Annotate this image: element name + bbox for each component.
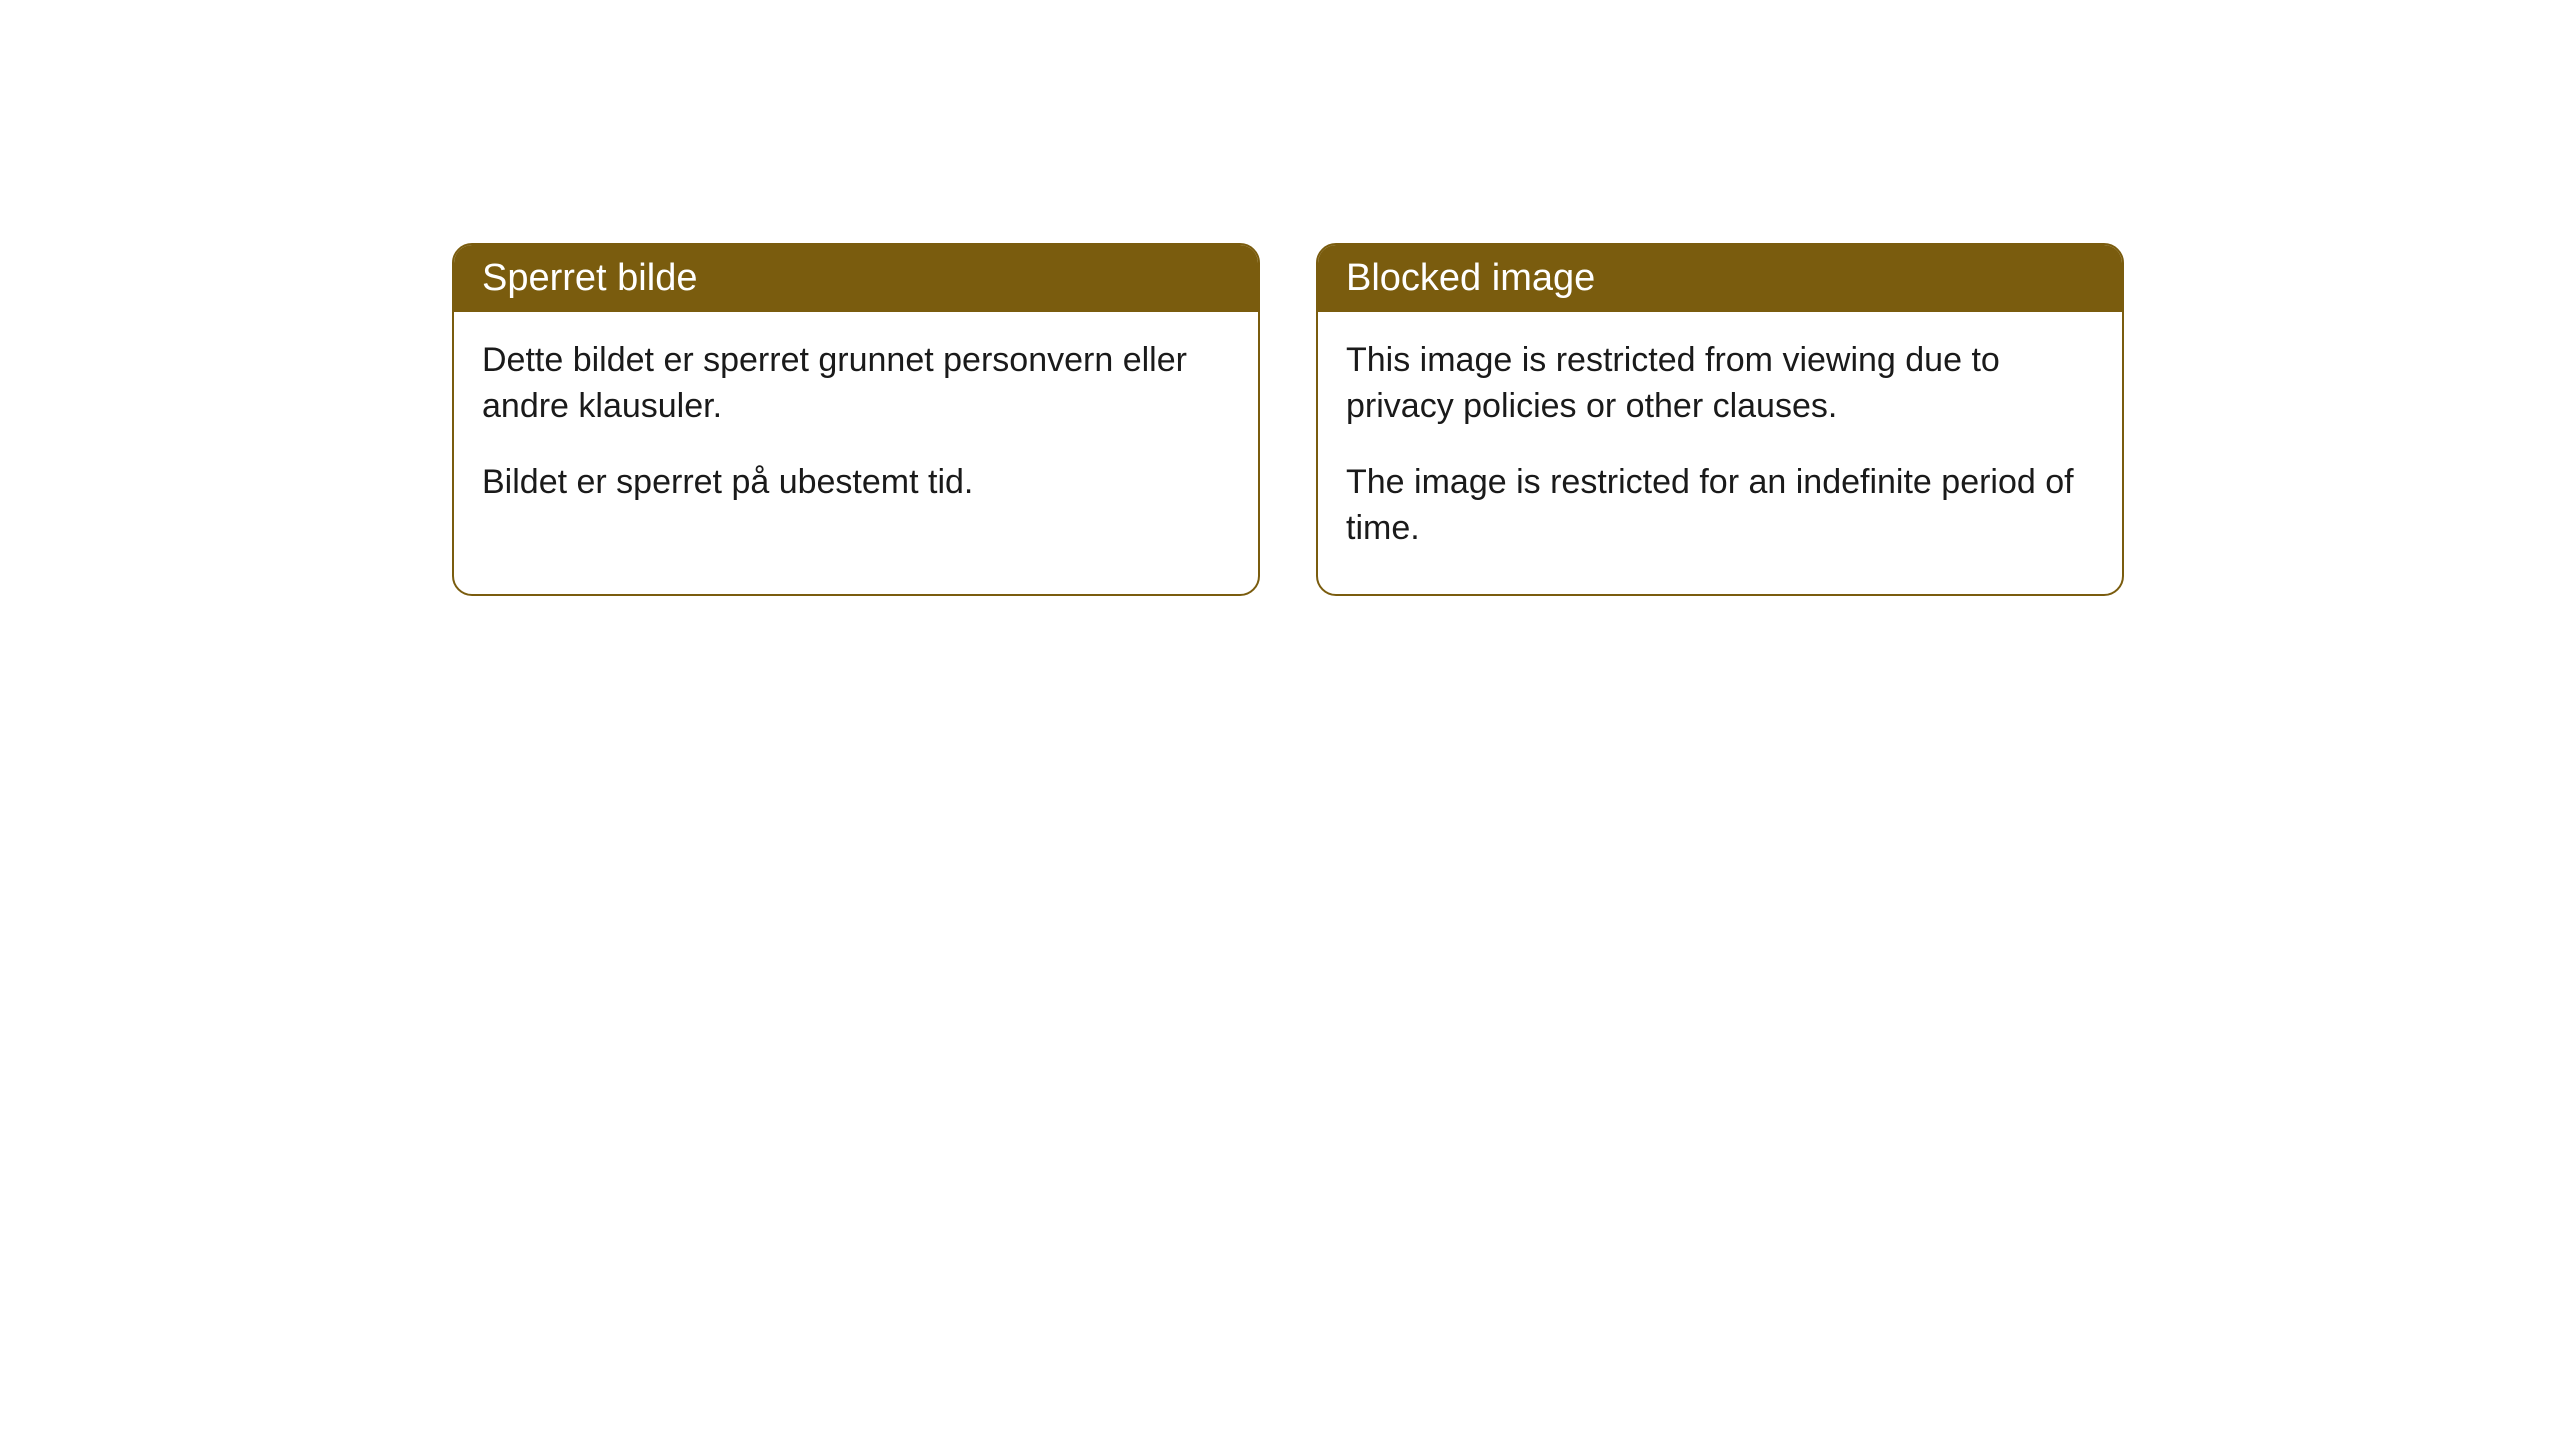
- blocked-image-card-norwegian: Sperret bilde Dette bildet er sperret gr…: [452, 243, 1260, 596]
- card-paragraph: This image is restricted from viewing du…: [1346, 338, 2094, 430]
- cards-container: Sperret bilde Dette bildet er sperret gr…: [452, 243, 2124, 596]
- card-body: Dette bildet er sperret grunnet personve…: [454, 312, 1258, 548]
- blocked-image-card-english: Blocked image This image is restricted f…: [1316, 243, 2124, 596]
- card-paragraph: Bildet er sperret på ubestemt tid.: [482, 460, 1230, 506]
- card-paragraph: Dette bildet er sperret grunnet personve…: [482, 338, 1230, 430]
- card-body: This image is restricted from viewing du…: [1318, 312, 2122, 594]
- card-title: Sperret bilde: [454, 245, 1258, 312]
- card-paragraph: The image is restricted for an indefinit…: [1346, 460, 2094, 552]
- card-title: Blocked image: [1318, 245, 2122, 312]
